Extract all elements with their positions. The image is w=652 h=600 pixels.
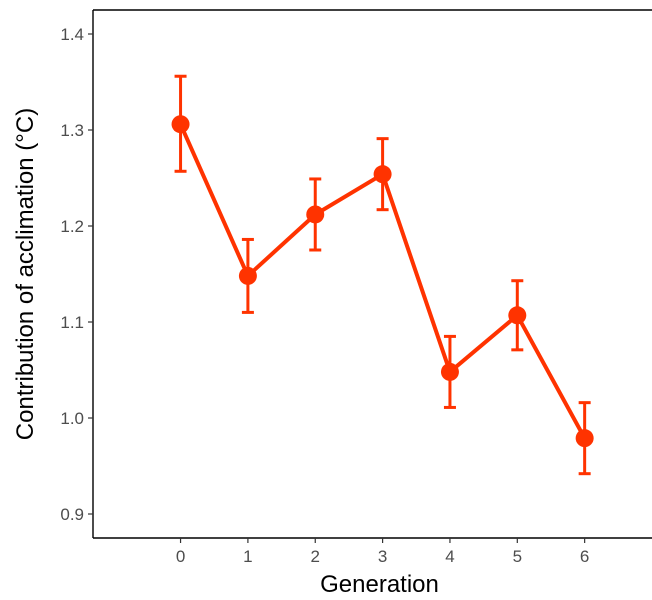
y-tick-label: 1.0	[60, 409, 84, 428]
x-tick-label: 2	[311, 547, 320, 566]
x-tick-label: 0	[176, 547, 185, 566]
data-point	[575, 429, 594, 448]
x-tick-label: 3	[378, 547, 387, 566]
y-axis-title: Contribution of acclimation (°C)	[12, 108, 39, 440]
x-tick-label: 5	[513, 547, 522, 566]
y-tick-label: 1.3	[60, 121, 84, 140]
x-axis-title: Generation	[320, 571, 439, 598]
data-point	[306, 205, 325, 224]
x-tick-label: 4	[445, 547, 454, 566]
data-point	[508, 306, 527, 325]
data-point	[440, 362, 459, 381]
data-point	[171, 115, 190, 134]
x-tick-label: 1	[243, 547, 252, 566]
data-point	[238, 266, 257, 285]
y-tick-label: 0.9	[60, 505, 84, 524]
axes	[92, 9, 652, 539]
data-point	[373, 165, 392, 184]
y-tick-label: 1.2	[60, 217, 84, 236]
x-ticks: 0 1 2 3 4 5 6	[176, 538, 589, 566]
y-tick-label: 1.1	[60, 313, 84, 332]
x-tick-label: 6	[580, 547, 589, 566]
y-ticks: 0.9 1.0 1.1 1.2 1.3 1.4	[60, 25, 93, 524]
y-tick-label: 1.4	[60, 25, 84, 44]
series-layer	[171, 74, 594, 476]
